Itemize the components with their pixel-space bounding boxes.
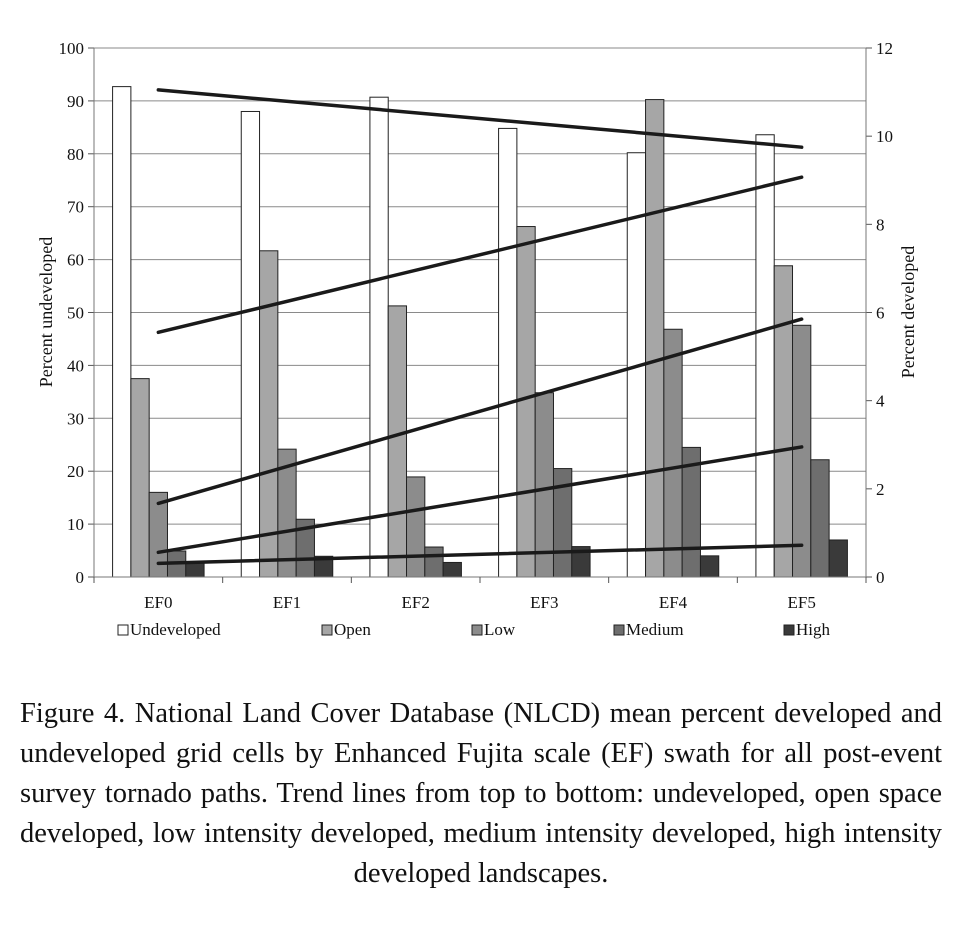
bar-undeveloped-ef1 — [240, 110, 261, 578]
left-tick-label: 70 — [67, 198, 84, 217]
trend-lines — [156, 88, 804, 566]
legend: Undeveloped Open Low Medium High — [117, 620, 831, 639]
left-tick-label: 30 — [67, 409, 84, 428]
bar-undeveloped-ef0 — [112, 86, 132, 578]
bar-high-ef0 — [185, 561, 205, 578]
trend-line-2 — [156, 175, 804, 335]
legend-swatch-low — [471, 624, 483, 636]
trend-line-1 — [156, 88, 804, 149]
legend-swatch-open — [321, 624, 333, 636]
x-tick-label: EF2 — [401, 593, 429, 612]
legend-label-low: Low — [484, 620, 516, 639]
legend-swatch-undeveloped — [117, 624, 129, 636]
bar-open-ef3 — [516, 226, 536, 578]
bar-undeveloped-ef3 — [498, 127, 518, 578]
bar-low-ef4 — [663, 328, 683, 578]
x-tick-label: EF5 — [787, 593, 815, 612]
right-tick-label: 12 — [876, 39, 893, 58]
bar-low-ef2 — [406, 476, 426, 578]
axes — [88, 47, 872, 583]
legend-swatch-high — [783, 624, 795, 636]
bar-open-ef4 — [645, 99, 665, 578]
bar-open-ef1 — [259, 250, 279, 578]
bar-high-ef4 — [699, 555, 720, 578]
trend-line-4 — [156, 445, 804, 555]
bar-medium-ef2 — [424, 546, 444, 578]
left-axis-title: Percent undeveloped — [36, 237, 56, 387]
right-tick-label: 8 — [876, 215, 885, 234]
left-tick-label: 80 — [67, 145, 84, 164]
bar-low-ef5 — [792, 324, 812, 578]
left-tick-label: 50 — [67, 304, 84, 323]
x-tick-label: EF4 — [659, 593, 688, 612]
legend-label-medium: Medium — [626, 620, 684, 639]
bars — [112, 86, 848, 578]
bar-high-ef2 — [442, 561, 462, 578]
left-tick-label: 100 — [59, 39, 85, 58]
bar-open-ef5 — [773, 265, 794, 578]
left-tick-label: 60 — [67, 251, 84, 270]
right-tick-label: 2 — [876, 480, 885, 499]
legend-label-open: Open — [334, 620, 371, 639]
figure-caption: Figure 4. National Land Cover Database (… — [20, 698, 942, 889]
legend-label-undeveloped: Undeveloped — [130, 620, 221, 639]
right-axis-title: Percent developed — [898, 246, 918, 378]
bar-open-ef2 — [387, 305, 408, 578]
trend-line-5 — [156, 543, 804, 566]
left-tick-label: 40 — [67, 356, 84, 375]
left-tick-label: 10 — [67, 515, 84, 534]
x-tick-label: EF1 — [273, 593, 301, 612]
bar-undeveloped-ef2 — [369, 96, 389, 578]
right-tick-label: 0 — [876, 568, 885, 587]
bar-medium-ef5 — [810, 459, 830, 578]
bar-high-ef5 — [828, 539, 848, 578]
tick-labels: 0 10 20 30 40 50 60 70 80 90 100 0 2 4 6 8 10 12 EF0 EF1 EF2… — [59, 39, 894, 612]
bar-low-ef3 — [534, 392, 554, 578]
gridlines — [94, 47, 866, 525]
right-tick-label: 10 — [876, 127, 893, 146]
bar-open-ef0 — [130, 378, 150, 578]
legend-label-high: High — [796, 620, 831, 639]
bar-undeveloped-ef5 — [755, 134, 775, 578]
x-tick-label: EF3 — [530, 593, 558, 612]
x-tick-label: EF0 — [144, 593, 172, 612]
legend-swatch-medium — [613, 624, 625, 636]
right-tick-label: 6 — [876, 304, 885, 323]
right-tick-label: 4 — [876, 392, 885, 411]
trend-line-3 — [156, 317, 804, 506]
left-tick-label: 90 — [67, 92, 84, 111]
left-tick-label: 20 — [67, 462, 84, 481]
left-tick-label: 0 — [76, 568, 85, 587]
chart: 0 10 20 30 40 50 60 70 80 90 100 0 2 4 6 8 10 12 EF0 EF1 EF2… — [36, 39, 918, 639]
